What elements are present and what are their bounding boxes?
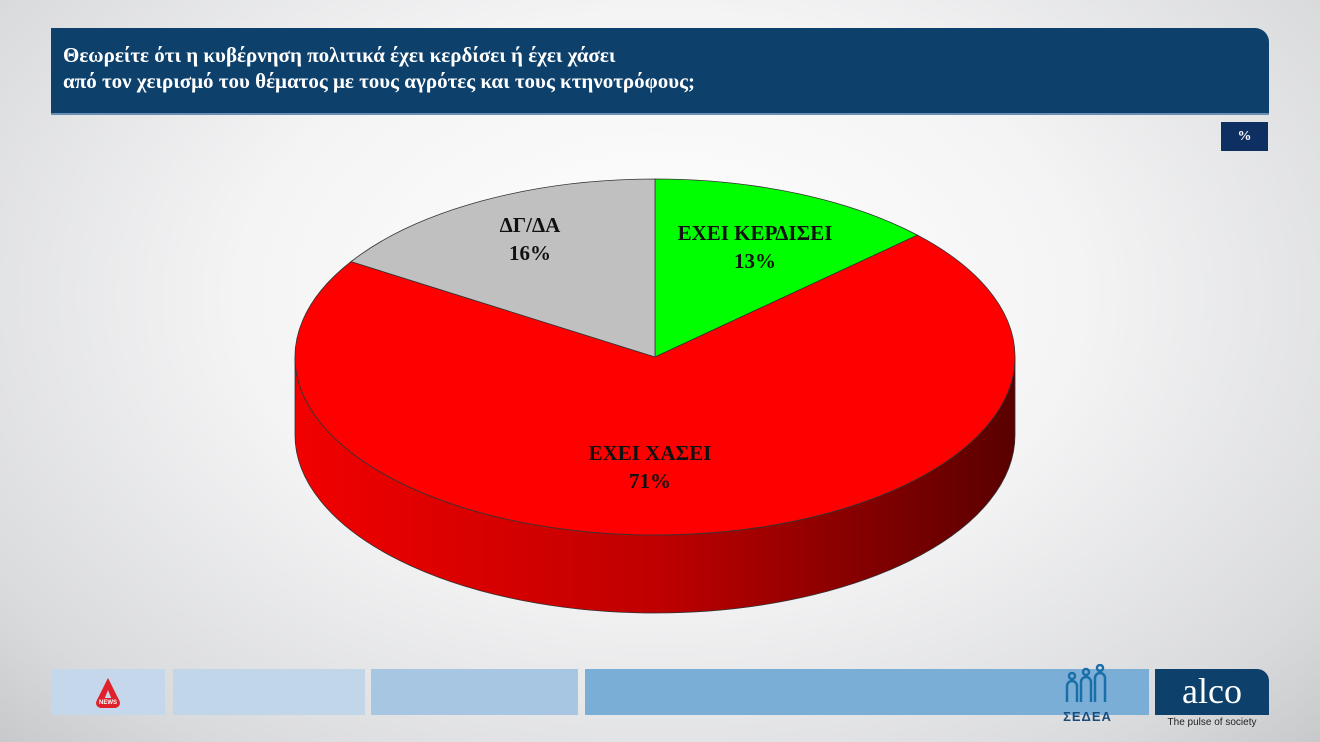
question-header: Θεωρείτε ότι η κυβέρνηση πολιτικά έχει κ…: [51, 28, 1269, 115]
question-line-1: Θεωρείτε ότι η κυβέρνηση πολιτικά έχει κ…: [63, 43, 616, 67]
unit-badge: %: [1221, 122, 1268, 151]
slice-0: [654, 178, 919, 358]
footer-box-1: [173, 669, 365, 715]
slice-value-label-1: 71%: [629, 469, 671, 493]
slice-label-2: ΔΓ/ΔΑ: [500, 213, 562, 237]
slice-value-label-2: 16%: [509, 241, 551, 265]
people-icon: [1065, 663, 1106, 702]
alpha-news-badge: NEWS: [96, 698, 120, 708]
slice-value-label-0: 13%: [734, 249, 776, 273]
alco-logo: alco: [1155, 669, 1269, 715]
alpha-news-logo: NEWS: [51, 669, 165, 715]
alpha-logo-icon: [97, 678, 119, 700]
slice-label-0: ΕΧΕΙ ΚΕΡΔΙΣΕΙ: [678, 221, 833, 245]
sedea-logo: ΣΕΔΕΑ: [1050, 663, 1125, 724]
slice-2: [350, 178, 656, 358]
slice-label-1: ΕΧΕΙ ΧΑΣΕΙ: [589, 441, 712, 465]
slice-1: [294, 234, 1016, 536]
footer-box-3: [585, 669, 1149, 715]
question-line-2: από τον χειρισμό του θέματος με τους αγρ…: [63, 69, 695, 93]
footer-box-2: [371, 669, 578, 715]
alco-tagline: The pulse of society: [1167, 717, 1257, 728]
